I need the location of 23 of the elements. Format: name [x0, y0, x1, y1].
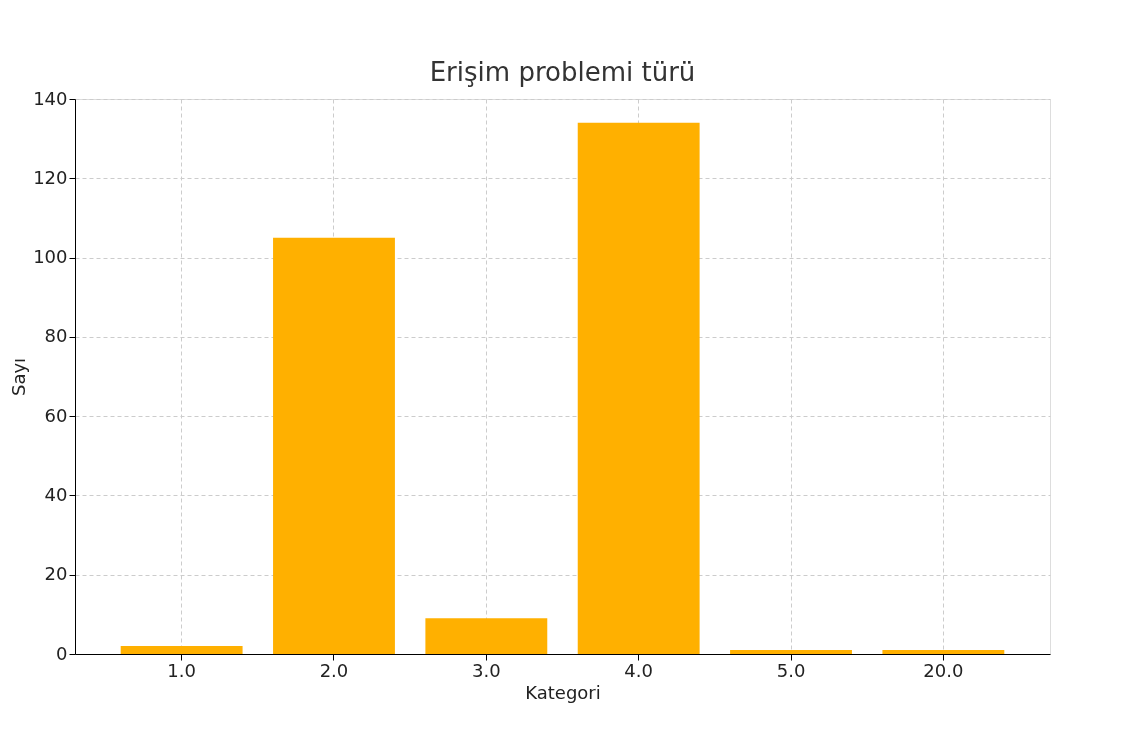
bar: [120, 646, 243, 654]
y-axis-title: Sayı: [8, 357, 30, 397]
x-axis-title: Kategori: [525, 681, 601, 703]
x-tick-label: 4.0: [624, 659, 653, 681]
x-tick-label: 20.0: [923, 659, 964, 681]
bar: [730, 650, 852, 654]
y-tick-label: 80: [44, 325, 68, 347]
x-tick-label: 3.0: [472, 659, 501, 681]
y-tick-label: 40: [44, 483, 68, 505]
x-tick-label: 5.0: [776, 659, 806, 681]
y-tick-label: 20: [44, 563, 68, 585]
y-tick-label: 0: [56, 642, 68, 664]
bar: [425, 618, 548, 654]
bar: [882, 650, 1005, 654]
chart-title: Erişim problemi türü: [429, 57, 696, 87]
y-tick-label: 60: [44, 404, 68, 426]
y-tick-label: 100: [33, 246, 68, 268]
bar: [577, 122, 700, 654]
x-tick-label: 2.0: [319, 659, 349, 681]
y-tick-label: 120: [33, 166, 68, 188]
x-tick-label: 1.0: [167, 659, 196, 681]
y-tick-label: 140: [33, 87, 68, 109]
bar: [273, 237, 395, 654]
